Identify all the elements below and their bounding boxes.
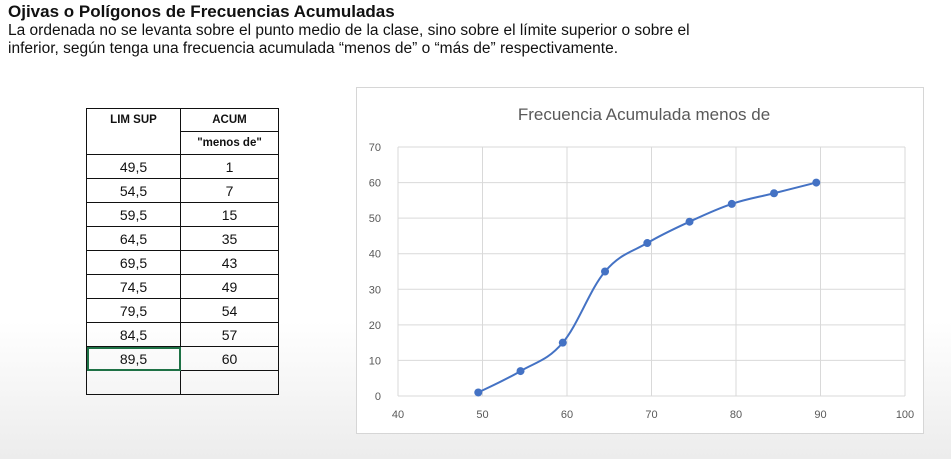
slide-header: Ojivas o Polígonos de Frecuencias Acumul…	[8, 2, 938, 58]
series-line	[477, 181, 817, 394]
table-row: 74,5 49	[86, 274, 279, 299]
y-tick-label: 0	[375, 391, 381, 403]
header-lim-sup[interactable]: LIM SUP	[86, 108, 181, 155]
y-tick-label: 60	[369, 178, 381, 190]
x-tick-label: 50	[476, 409, 488, 421]
chart-gridlines	[397, 146, 906, 397]
series-points	[474, 178, 821, 397]
cell-acum[interactable]: 7	[180, 178, 279, 203]
data-point[interactable]	[812, 178, 821, 187]
header-menos-de[interactable]: "menos de"	[180, 131, 279, 155]
cell-lim-sup[interactable]: 74,5	[86, 274, 181, 299]
chart-container[interactable]: Frecuencia Acumulada menos de 0 10 20 30 40 5…	[356, 87, 924, 434]
table-row: 79,5 54	[86, 298, 279, 323]
cell-acum[interactable]: 1	[180, 154, 279, 179]
cell-lim-sup[interactable]: 59,5	[86, 202, 181, 227]
table-row: 59,5 15	[86, 202, 279, 227]
cell-acum[interactable]: 15	[180, 202, 279, 227]
y-axis-ticks: 0 10 20 30 40 50 60 70	[369, 142, 381, 403]
cell-acum[interactable]: 60	[180, 346, 279, 371]
chart-title: Frecuencia Acumulada menos de	[518, 105, 770, 124]
empty-cell[interactable]	[86, 370, 181, 395]
x-tick-label: 60	[561, 409, 573, 421]
cell-lim-sup[interactable]: 79,5	[86, 298, 181, 323]
data-point[interactable]	[727, 199, 736, 208]
x-tick-label: 70	[645, 409, 657, 421]
y-tick-label: 10	[369, 355, 381, 367]
x-tick-label: 80	[730, 409, 742, 421]
cell-acum[interactable]: 49	[180, 274, 279, 299]
y-tick-label: 70	[369, 142, 381, 154]
cell-lim-sup[interactable]: 84,5	[86, 322, 181, 347]
y-tick-label: 20	[369, 320, 381, 332]
slide-description-line-2: inferior, según tenga una frecuencia acu…	[8, 40, 619, 57]
cell-acum[interactable]: 54	[180, 298, 279, 323]
cell-acum[interactable]: 35	[180, 226, 279, 251]
slide-description-line-1: La ordenada no se levanta sobre el punto…	[8, 22, 690, 39]
cell-lim-sup[interactable]: 49,5	[86, 154, 181, 179]
table-row: 84,5 57	[86, 322, 279, 347]
table-row-empty	[86, 370, 279, 395]
data-point[interactable]	[601, 267, 610, 276]
header-acum[interactable]: ACUM	[180, 108, 279, 132]
y-tick-label: 30	[369, 284, 381, 296]
table-row: 69,5 43	[86, 250, 279, 275]
data-point[interactable]	[558, 338, 567, 347]
cell-lim-sup[interactable]: 54,5	[86, 178, 181, 203]
table-row: 54,5 7	[86, 178, 279, 203]
data-point[interactable]	[474, 388, 483, 397]
table-row: 64,5 35	[86, 226, 279, 251]
y-tick-label: 40	[369, 249, 381, 261]
data-point[interactable]	[643, 239, 652, 248]
cell-lim-sup[interactable]: 69,5	[86, 250, 181, 275]
cell-acum[interactable]: 43	[180, 250, 279, 275]
data-point[interactable]	[770, 189, 779, 198]
empty-cell[interactable]	[180, 370, 279, 395]
slide-title: Ojivas o Polígonos de Frecuencias Acumul…	[8, 2, 395, 21]
data-point[interactable]	[685, 217, 694, 226]
x-axis-ticks: 40 50 60 70 80 90 100	[392, 409, 914, 421]
ogive-chart: Frecuencia Acumulada menos de 0 10 20 30 40 5…	[369, 105, 914, 421]
cell-lim-sup[interactable]: 64,5	[86, 226, 181, 251]
table-row: 89,5 60	[86, 346, 279, 371]
table-body: 49,5 1 54,5 7 59,5 15 64,5 35 69,5 43 74,5 49 79,5 54…	[86, 154, 279, 395]
cell-acum[interactable]: 57	[180, 322, 279, 347]
x-tick-label: 90	[814, 409, 826, 421]
cell-lim-sup[interactable]: 89,5	[86, 346, 181, 371]
data-point[interactable]	[516, 367, 525, 376]
cumulative-frequency-table: LIM SUP ACUM "menos de" 49,5 1 54,5 7 59,5 15…	[86, 108, 279, 395]
x-tick-label: 40	[392, 409, 404, 421]
y-tick-label: 50	[369, 213, 381, 225]
table-row: 49,5 1	[86, 154, 279, 179]
x-tick-label: 100	[896, 409, 914, 421]
